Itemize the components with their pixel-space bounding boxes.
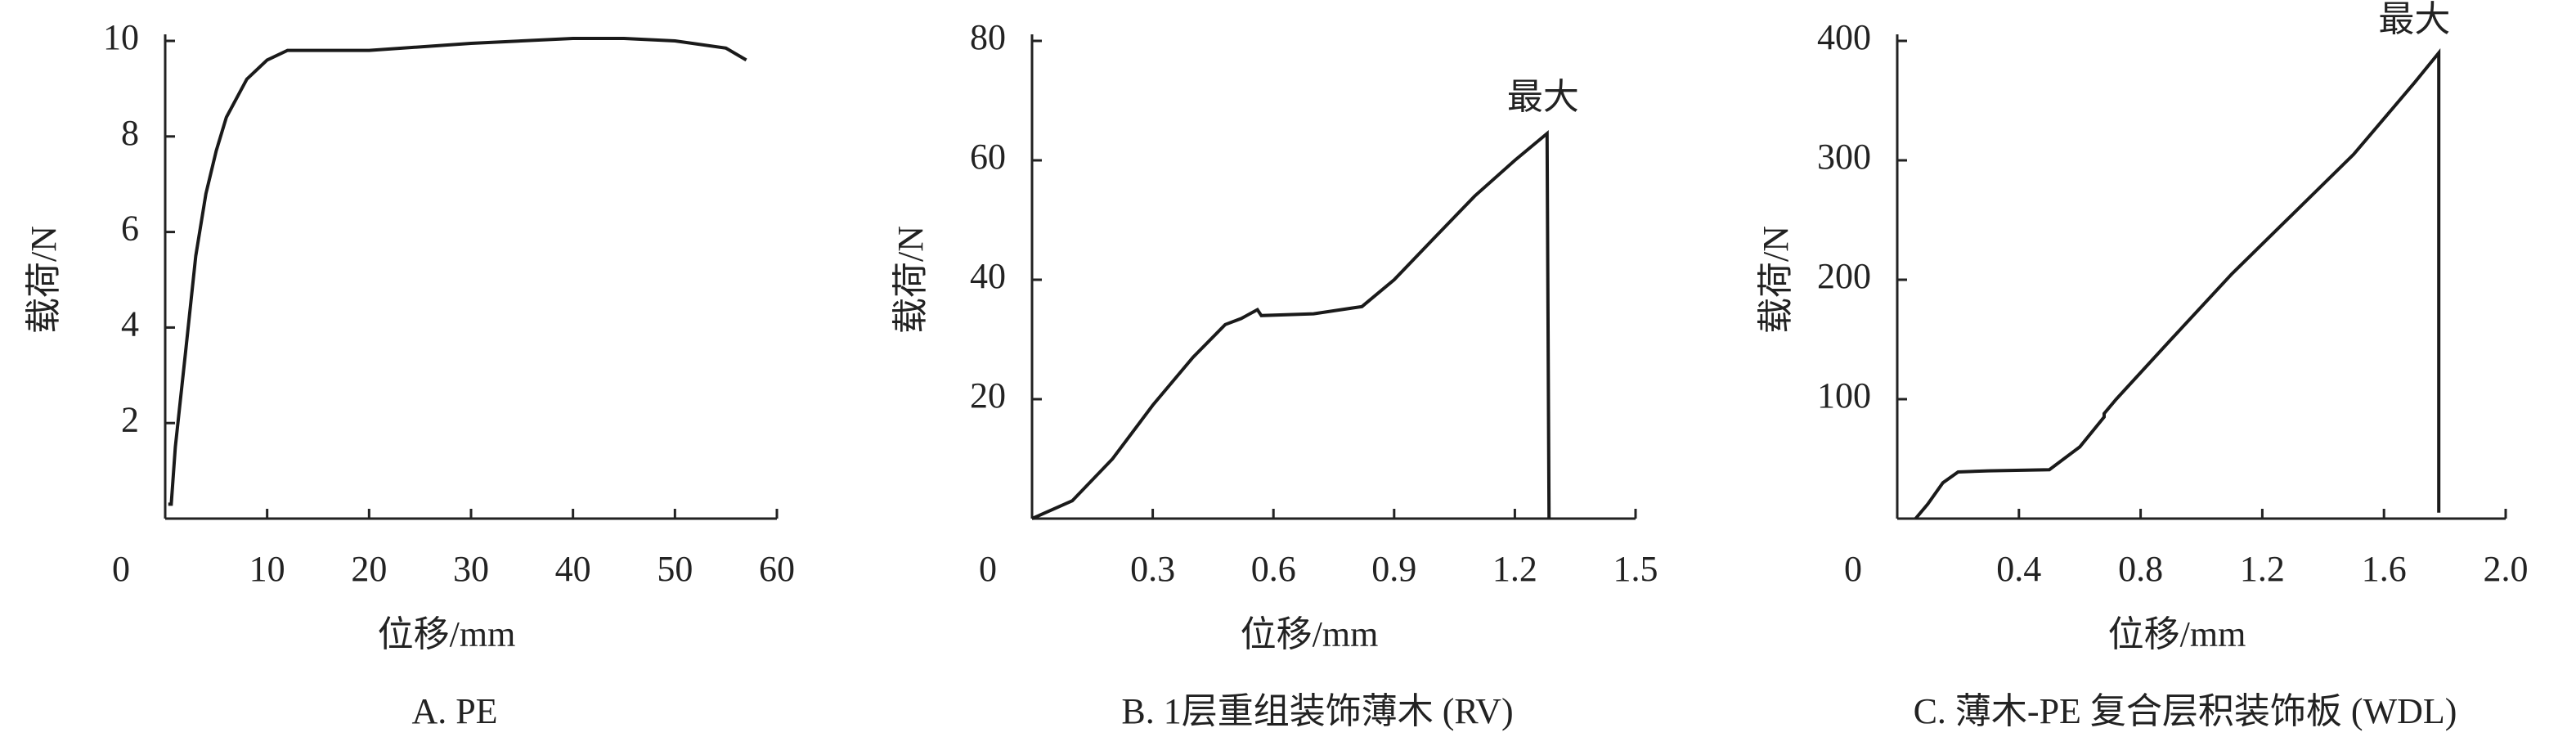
x-tick-label: 0 bbox=[112, 549, 130, 589]
data-line bbox=[1031, 129, 1551, 520]
x-tick-label: 0.6 bbox=[1251, 549, 1296, 589]
x-tick-label: 2.0 bbox=[2484, 549, 2529, 589]
y-tick-label: 6 bbox=[121, 209, 139, 249]
y-tick-label: 10 bbox=[103, 17, 139, 57]
y-tick-label: 60 bbox=[970, 137, 1006, 177]
x-tick-label: 30 bbox=[453, 549, 489, 589]
y-tick-label: 2 bbox=[121, 399, 139, 439]
x-tick-label: 0 bbox=[1844, 549, 1862, 589]
y-tick-label: 20 bbox=[970, 375, 1006, 416]
caption: A. PE bbox=[411, 691, 497, 731]
y-tick-label: 8 bbox=[121, 113, 139, 153]
y-tick-label: 80 bbox=[970, 17, 1006, 57]
y-tick-label: 100 bbox=[1817, 375, 1871, 416]
y-tick-label: 4 bbox=[121, 303, 139, 344]
x-tick-label: 0 bbox=[979, 549, 997, 589]
x-tick-label: 10 bbox=[249, 549, 285, 589]
x-tick-label: 1.6 bbox=[2362, 549, 2407, 589]
x-axis-label: 位移/mm bbox=[2108, 614, 2246, 654]
x-tick-label: 50 bbox=[657, 549, 693, 589]
x-axis-label: 位移/mm bbox=[378, 614, 516, 654]
y-tick-label: 200 bbox=[1817, 256, 1871, 296]
y-tick-label: 300 bbox=[1817, 137, 1871, 177]
x-tick-label: 60 bbox=[759, 549, 795, 589]
caption: C. 薄木-PE 复合层积装饰板 (WDL) bbox=[1914, 691, 2457, 731]
x-tick-label: 40 bbox=[555, 549, 591, 589]
y-tick-label: 400 bbox=[1817, 17, 1871, 57]
x-tick-label: 1.2 bbox=[2240, 549, 2285, 589]
y-axis-label: 载荷/N bbox=[891, 226, 931, 334]
y-tick-label: 40 bbox=[970, 256, 1006, 296]
data-line bbox=[1914, 47, 2441, 520]
y-axis-label: 载荷/N bbox=[24, 226, 64, 334]
x-tick-label: 1.5 bbox=[1613, 549, 1658, 589]
y-axis-label: 载荷/N bbox=[1756, 226, 1796, 334]
data-line bbox=[168, 37, 747, 506]
caption: B. 1层重组装饰薄木 (RV) bbox=[1121, 691, 1513, 731]
x-tick-label: 0.3 bbox=[1130, 549, 1175, 589]
x-tick-label: 0.4 bbox=[1996, 549, 2041, 589]
x-tick-label: 20 bbox=[351, 549, 387, 589]
x-tick-label: 1.2 bbox=[1492, 549, 1537, 589]
x-axis-label: 位移/mm bbox=[1241, 614, 1379, 654]
annotation: 最大 bbox=[1507, 77, 1579, 117]
x-tick-label: 0.8 bbox=[2118, 549, 2163, 589]
x-tick-label: 0.9 bbox=[1371, 549, 1416, 589]
annotation: 最大 bbox=[2378, 0, 2450, 39]
